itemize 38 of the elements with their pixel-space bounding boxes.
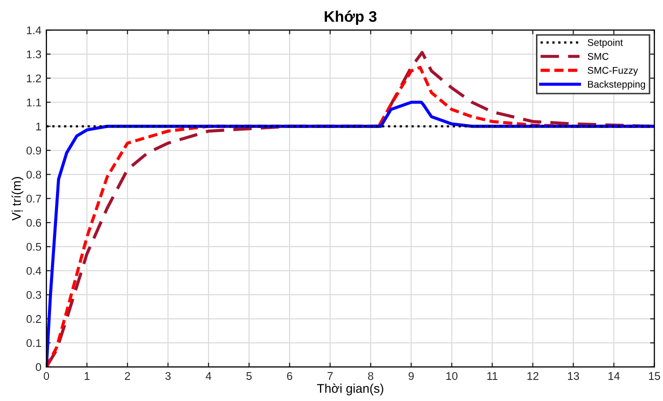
x-tick-label: 14 [608,372,620,380]
x-tick-label: 10 [446,372,458,380]
x-tick-label: 6 [287,372,292,380]
y-tick-label: 0.6 [26,218,42,227]
x-tick-label: 7 [328,372,333,380]
x-tick-label: 11 [487,372,498,380]
legend-label: SMC [588,53,608,60]
x-tick-label: 12 [527,372,538,380]
x-tick-label: 13 [568,372,580,380]
x-tick-label: 8 [368,372,374,380]
y-tick-label: 1.1 [26,98,42,106]
legend-label: SMC-Fuzzy [588,66,638,76]
y-tick-label: 0 [36,363,42,372]
x-tick-label: 1 [84,372,90,380]
y-axis-title: Vị trí(m) [12,177,24,221]
y-tick-label: 0.2 [26,315,41,323]
x-tick-label: 5 [246,372,252,380]
y-tick-label: 0.8 [26,170,42,179]
y-tick-label: 0.3 [26,291,42,299]
y-tick-label: 1.2 [26,74,41,82]
y-tick-label: 0.7 [26,194,41,203]
y-tick-label: 0.1 [26,339,42,347]
y-tick-label: 1.4 [26,26,42,34]
y-tick-label: 0.9 [26,146,42,155]
x-tick-label: 15 [649,372,660,380]
y-tick-label: 1 [36,122,42,130]
x-tick-label: 4 [206,372,212,380]
x-tick-label: 9 [408,372,414,380]
x-tick-label: 0 [44,372,50,380]
legend-label: Setpoint [588,38,623,48]
x-axis-title: Thời gian(s) [317,384,384,396]
y-tick-label: 0.5 [26,242,42,251]
chart-title: Khớp 3 [324,10,376,25]
y-tick-label: 1.3 [26,50,42,58]
x-tick-label: 2 [124,372,130,380]
legend-label: Backstepping [588,80,646,90]
x-tick-label: 3 [165,372,171,380]
y-tick-label: 0.4 [26,266,42,275]
